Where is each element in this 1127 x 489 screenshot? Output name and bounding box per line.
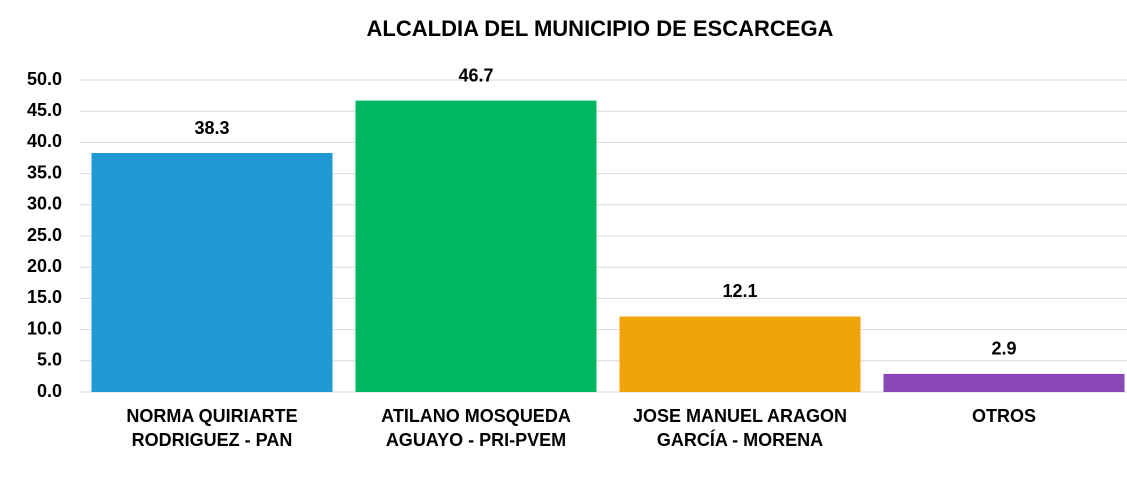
chart-title: ALCALDIA DEL MUNICIPIO DE ESCARCEGA (367, 16, 834, 41)
y-tick-label: 5.0 (37, 350, 62, 370)
y-tick-label: 10.0 (27, 318, 62, 338)
y-tick-label: 0.0 (37, 381, 62, 401)
x-tick-label: JOSE MANUEL ARAGON GARCÍA - MORENA (632, 406, 848, 450)
y-tick-label: 30.0 (27, 194, 62, 214)
bar (619, 316, 861, 392)
data-label: 12.1 (722, 281, 757, 301)
y-tick-label: 20.0 (27, 256, 62, 276)
y-tick-label: 25.0 (27, 225, 62, 245)
data-label: 2.9 (991, 339, 1016, 359)
y-tick-label: 35.0 (27, 162, 62, 182)
y-tick-label: 15.0 (27, 287, 62, 307)
bar (883, 373, 1125, 392)
x-tick-label: ATILANO MOSQUEDA AGUAYO - PRI-PVEM (381, 406, 571, 450)
y-tick-label: 50.0 (27, 69, 62, 89)
x-tick-label: NORMA QUIRIARTE RODRIGUEZ - PAN (126, 406, 298, 450)
bar (91, 153, 333, 392)
x-tick-label: OTROS (971, 406, 1036, 426)
y-tick-label: 45.0 (27, 100, 62, 120)
bar (355, 100, 597, 392)
data-label: 38.3 (194, 118, 229, 138)
data-label: 46.7 (458, 65, 493, 85)
y-tick-label: 40.0 (27, 131, 62, 151)
